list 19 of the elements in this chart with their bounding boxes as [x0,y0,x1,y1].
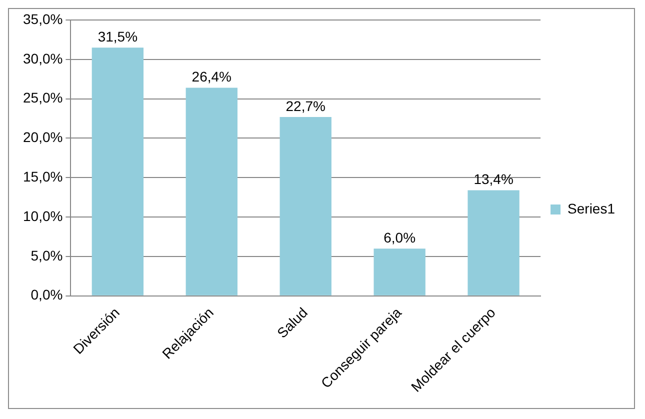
data-label: 26,4% [192,68,232,85]
data-label: 31,5% [98,28,138,44]
bar [468,190,520,296]
y-tick-label: 30,0% [22,50,63,66]
y-tick-label: 5,0% [30,247,63,264]
bar [92,48,144,296]
data-label: 13,4% [474,171,514,188]
bar [280,116,332,296]
data-label: 22,7% [286,98,326,114]
y-tick-label: 35,0% [22,10,63,27]
legend-label: Series1 [568,200,616,216]
y-tick-label: 0,0% [30,286,63,303]
y-tick-label: 25,0% [22,90,63,106]
bar [374,248,426,296]
y-tick-label: 15,0% [22,168,63,185]
y-tick-label: 20,0% [22,129,63,146]
bar [186,88,238,296]
data-label: 6,0% [384,229,416,246]
y-tick-label: 10,0% [22,208,63,224]
